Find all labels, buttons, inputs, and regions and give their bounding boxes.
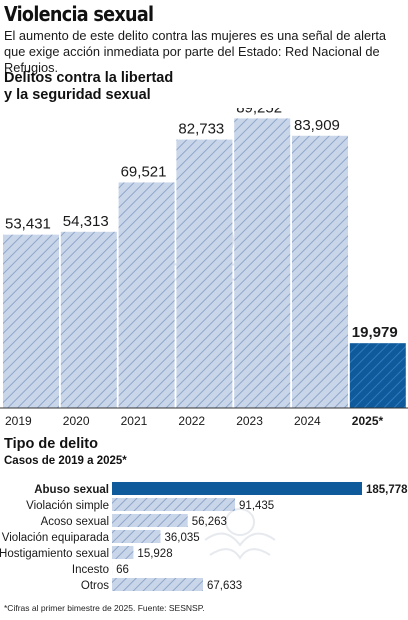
- category-label: Violación equiparada: [2, 532, 110, 544]
- bar-2023: [234, 118, 291, 408]
- value-label-2019: 53,431: [5, 216, 51, 233]
- annual-bar-chart: 53,431 2019 54,313 2020 69,521 2021 82,733 2022…: [0, 108, 408, 428]
- eagle-watermark-icon-2: [204, 508, 276, 560]
- page-title: Violencia sexual: [4, 2, 154, 26]
- value-label: 91,435: [239, 500, 274, 512]
- value-label: 67,633: [207, 580, 242, 592]
- hbar: [112, 482, 362, 495]
- hbar-chart-title: Tipo de delito: [4, 436, 98, 452]
- category-label-2024: 2024: [294, 414, 321, 428]
- hbar: [112, 514, 188, 527]
- category-label: Violación simple: [26, 500, 109, 512]
- hbar: [112, 578, 204, 591]
- value-label-2021: 69,521: [121, 163, 167, 180]
- value-label: 15,928: [137, 548, 172, 560]
- category-label-2023: 2023: [236, 414, 263, 428]
- value-label: 185,778: [366, 484, 408, 496]
- page-subtitle: El aumento de este delito contra las muj…: [4, 28, 387, 75]
- value-label-2023: 89,252: [236, 108, 282, 116]
- category-label-2022: 2022: [178, 414, 205, 428]
- category-label: Incesto: [72, 564, 109, 576]
- bar-chart-title-line1: Delitos contra la libertad: [4, 70, 174, 86]
- value-label-2025: 19,979: [352, 324, 398, 341]
- value-label: 66: [116, 564, 129, 576]
- category-label: Otros: [81, 580, 109, 592]
- bar-chart-title: Delitos contra la libertad y la segurida…: [4, 70, 173, 104]
- category-label: Hostigamiento sexual: [0, 548, 109, 560]
- value-label-2024: 83,909: [294, 117, 340, 134]
- value-label: 56,263: [192, 516, 227, 528]
- bar-2021: [118, 182, 175, 408]
- category-label-2019: 2019: [5, 414, 32, 428]
- bar-2025: [349, 343, 406, 408]
- category-label: Acoso sexual: [41, 516, 109, 528]
- category-label-2025: 2025*: [352, 414, 384, 428]
- hbar-chart-subtitle: Casos de 2019 a 2025*: [4, 455, 127, 467]
- bar-2022: [176, 139, 233, 408]
- hbar: [112, 498, 236, 511]
- category-label: Abuso sexual: [34, 484, 109, 496]
- footnote: *Cifras al primer bimestre de 2025. Fuen…: [4, 603, 205, 613]
- hbar: [112, 546, 134, 559]
- bar-2020: [60, 231, 117, 408]
- value-label-2020: 54,313: [63, 213, 109, 230]
- bar-2024: [292, 135, 348, 409]
- value-label: 36,035: [164, 532, 199, 544]
- hbar: [112, 530, 161, 543]
- bar-2019: [3, 234, 59, 408]
- crime-type-bar-chart: Abuso sexual 185,778 Violación simple 91,43…: [0, 482, 408, 592]
- category-label-2021: 2021: [121, 414, 148, 428]
- category-label-2020: 2020: [63, 414, 90, 428]
- bar-chart-title-line2: y la seguridad sexual: [4, 87, 151, 103]
- value-label-2022: 82,733: [178, 121, 224, 138]
